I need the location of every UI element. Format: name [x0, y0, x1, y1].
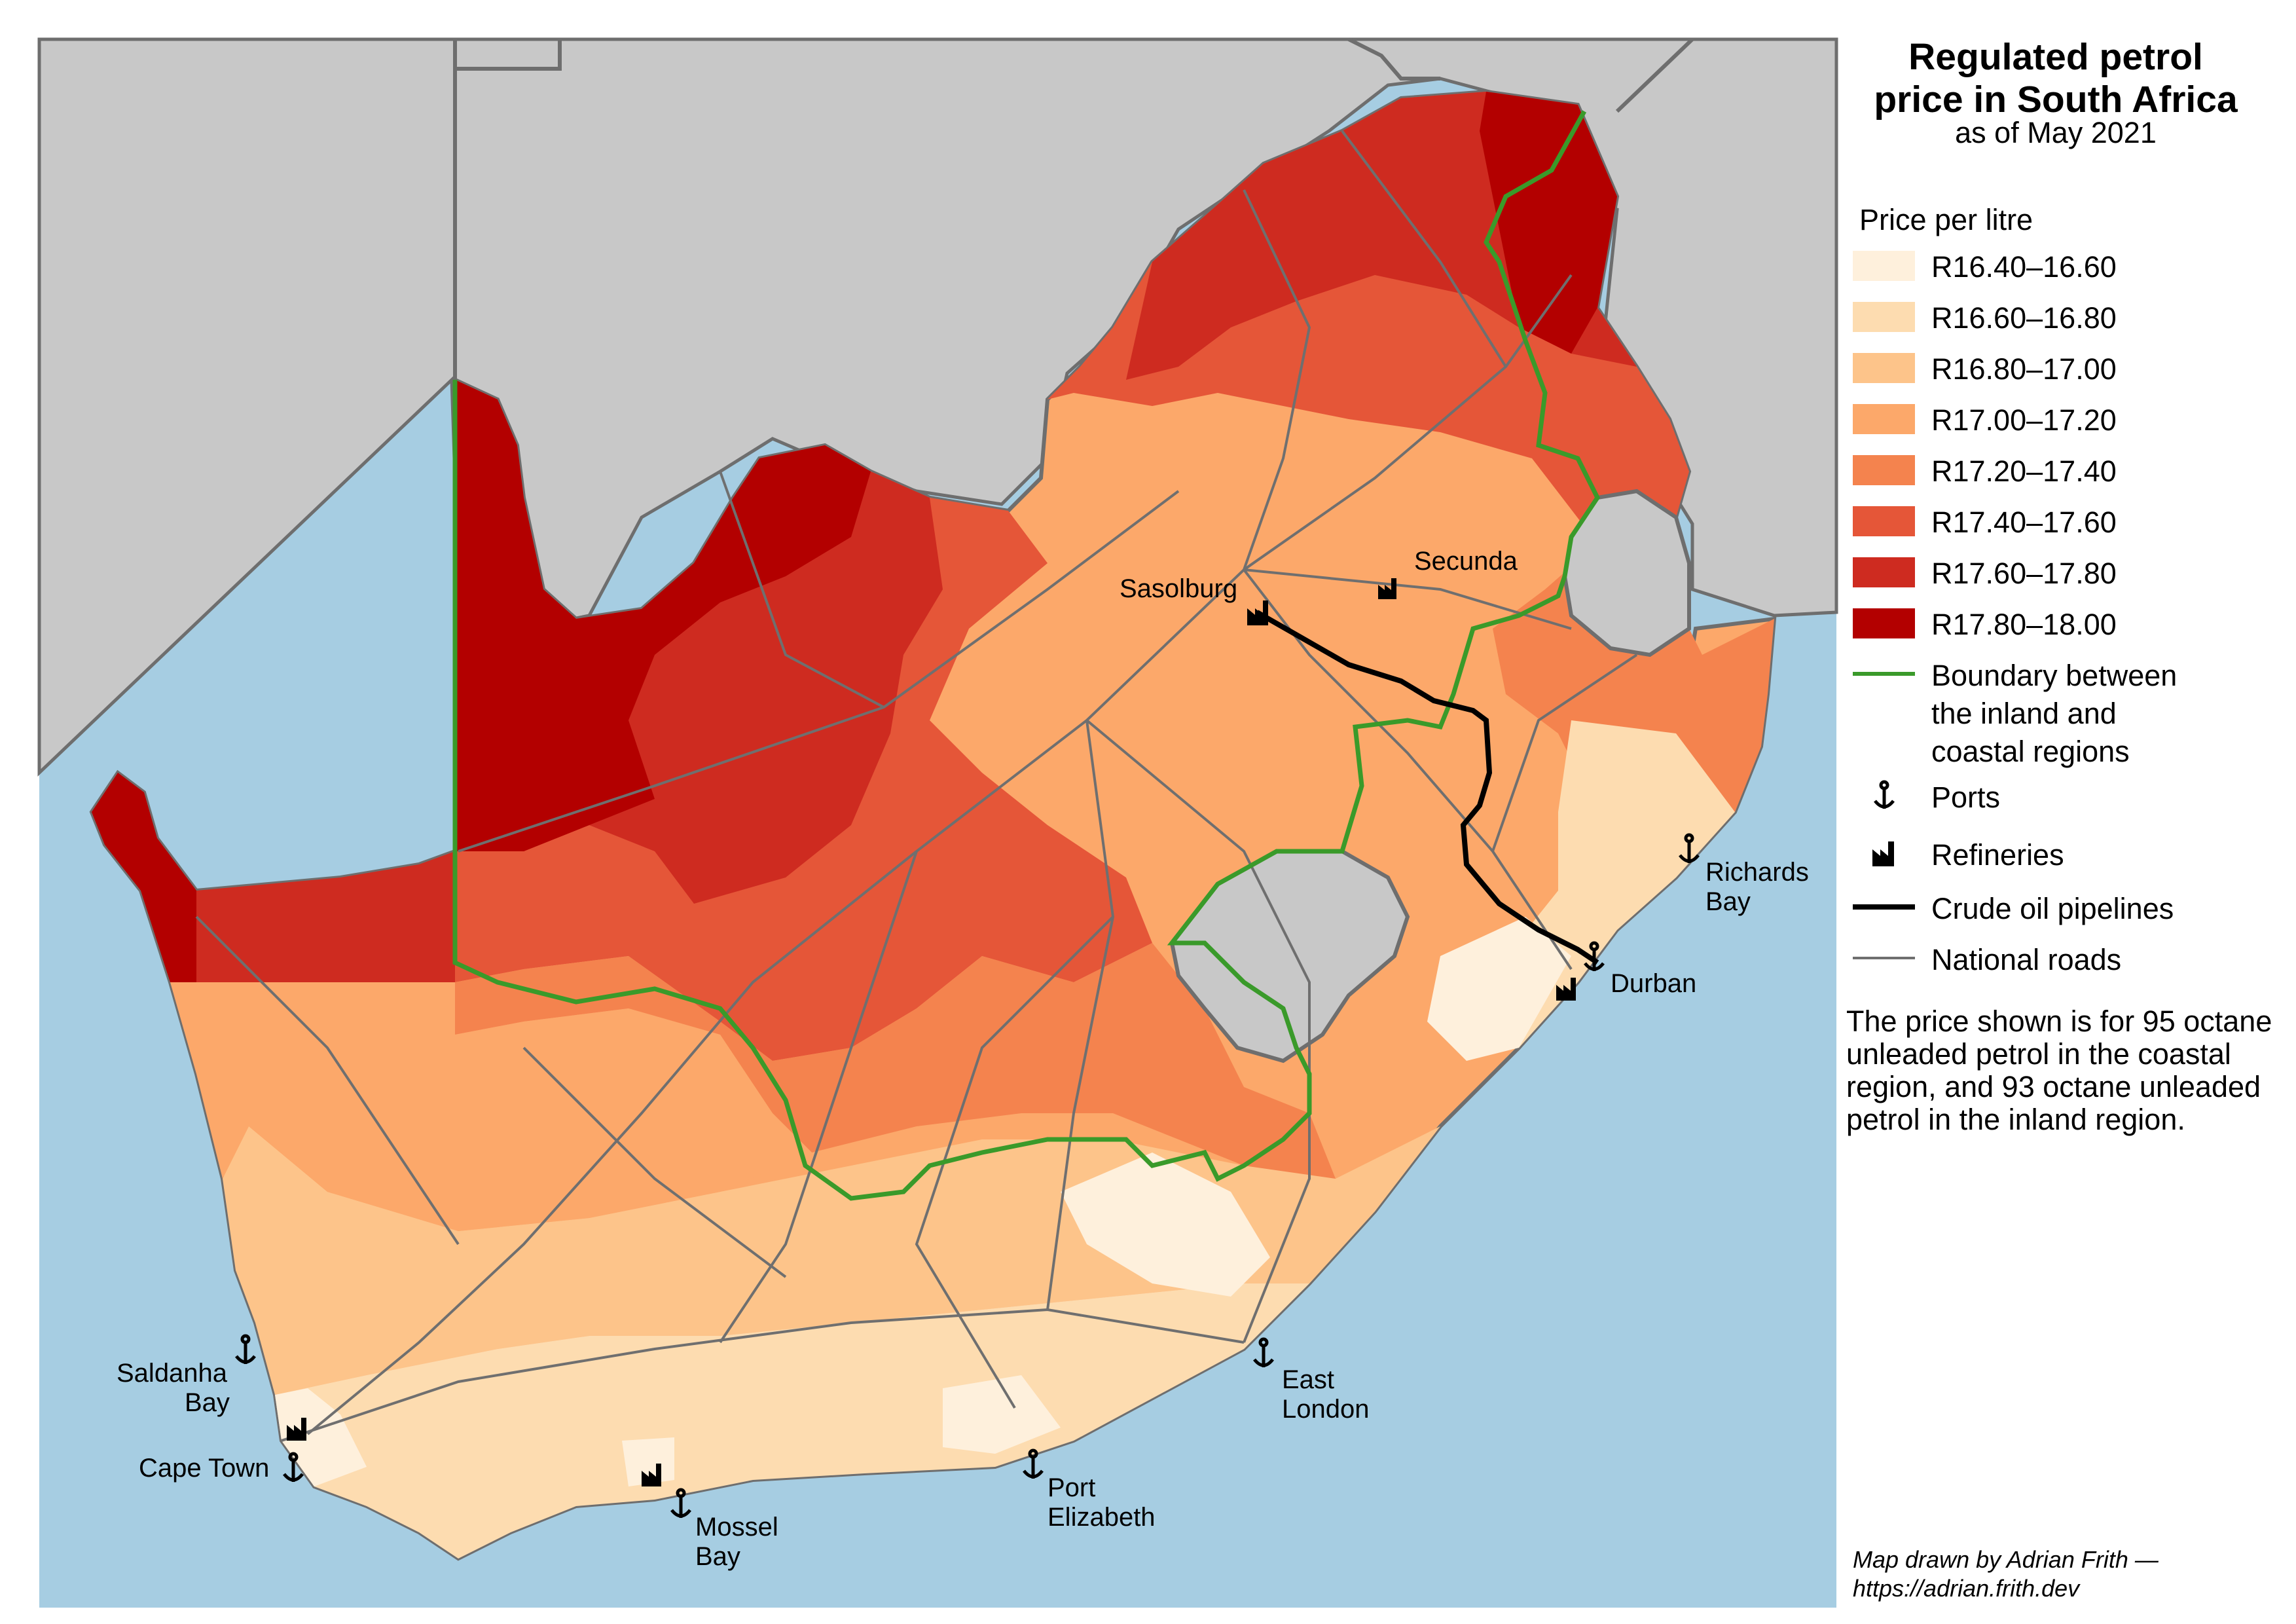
- region-1720-1740: [455, 943, 1336, 1218]
- legend-label: Boundary between the inland and coastal …: [1931, 657, 2177, 771]
- legend-label: R17.80–18.00: [1931, 608, 2117, 641]
- label-richards-bay-2: Bay: [1705, 887, 1751, 916]
- credit: Map drawn by Adrian Frith — https://adri…: [1853, 1545, 2159, 1603]
- legend-label: Refineries: [1931, 838, 2064, 872]
- legend-label: R17.40–17.60: [1931, 506, 2117, 539]
- inland-coastal-boundary: [452, 110, 1601, 1201]
- legend-swatch: [1853, 506, 1915, 536]
- label-port-elizabeth-2: Elizabeth: [1048, 1503, 1156, 1532]
- label-saldanha-bay-2: Bay: [185, 1388, 230, 1417]
- map-title: Regulated petrol price in South Africa: [1827, 36, 2285, 121]
- legend-label: Ports: [1931, 781, 2001, 814]
- crude-oil-pipeline: [1256, 610, 1599, 965]
- region-1700-1720-west: [170, 982, 812, 1231]
- label-saldanha-bay-1: Saldanha: [117, 1359, 228, 1388]
- region-1780-1800-west: [455, 380, 871, 851]
- legend-swatch: [1853, 455, 1915, 485]
- pipeline-line-icon: [1853, 904, 1915, 910]
- label-east-london-2: London: [1282, 1395, 1369, 1424]
- legend-panel: Regulated petrol price in South Africa a…: [1827, 36, 2278, 1608]
- label-port-elizabeth-1: Port: [1048, 1473, 1095, 1502]
- label-mossel-bay-2: Bay: [695, 1542, 740, 1571]
- price-regions: [92, 92, 1774, 1559]
- mozambique-border: [1615, 37, 1694, 113]
- eswatini: [1562, 489, 1691, 657]
- boundary-line-1: Boundary between: [1931, 659, 2178, 692]
- boundary-line-icon: [1853, 672, 1915, 676]
- legend-label: Crude oil pipelines: [1931, 892, 2174, 925]
- legend-label: R16.40–16.60: [1931, 250, 2117, 284]
- region-1640-1660-durban: [1427, 917, 1571, 1061]
- region-1660-1680: [275, 1283, 1309, 1559]
- title-line-2: price in South Africa: [1874, 79, 2238, 120]
- legend-swatch: [1853, 608, 1915, 638]
- legend-label: R17.20–17.40: [1931, 454, 2117, 488]
- map-subtitle: as of May 2021: [1955, 116, 2157, 149]
- refinery-icon: [1872, 841, 1894, 866]
- boundary-line-3: coastal regions: [1931, 735, 2130, 768]
- anchor-icon: [1874, 780, 1895, 809]
- anchor-icon: [235, 833, 1700, 1518]
- legend-swatch: [1853, 302, 1915, 332]
- label-durban: Durban: [1611, 969, 1696, 998]
- legend-label: R17.60–17.80: [1931, 557, 2117, 590]
- region-1640-1660-capetown: [275, 1388, 367, 1486]
- legend-label: R16.80–17.00: [1931, 352, 2117, 386]
- legend-label: R16.60–16.80: [1931, 301, 2117, 335]
- legend-label: R17.00–17.20: [1931, 403, 2117, 437]
- credit-line-2: https://adrian.frith.dev: [1853, 1575, 2080, 1602]
- botswana-border-north: [455, 39, 562, 71]
- zimbabwe-border: [1347, 37, 1440, 81]
- label-cape-town: Cape Town: [139, 1454, 269, 1483]
- label-secunda: Secunda: [1414, 547, 1518, 576]
- national-roads: [195, 130, 1638, 1442]
- label-richards-bay-1: Richards: [1705, 858, 1809, 887]
- methodology-note: The price shown is for 95 octane unleade…: [1846, 1005, 2272, 1136]
- legend-label: National roads: [1931, 943, 2122, 976]
- legend-heading: Price per litre: [1859, 203, 2033, 236]
- legend-swatch: [1853, 557, 1915, 587]
- legend-swatch: [1853, 353, 1915, 383]
- region-1640-1660-el: [1061, 1153, 1270, 1297]
- refinery-icon: [287, 578, 1576, 1486]
- legend-swatch: [1853, 251, 1915, 281]
- title-line-1: Regulated petrol: [1908, 36, 2203, 78]
- region-1640-1660-pe: [943, 1375, 1061, 1454]
- credit-line-1: Map drawn by Adrian Frith —: [1853, 1546, 2159, 1573]
- label-mossel-bay-1: Mossel: [695, 1513, 778, 1541]
- road-line-icon: [1853, 957, 1915, 959]
- legend-swatch: [1853, 404, 1915, 434]
- label-east-london-1: East: [1282, 1365, 1334, 1394]
- region-1780-1800-nw-coast: [92, 773, 196, 982]
- label-sasolburg: Sasolburg: [1120, 574, 1237, 603]
- region-1780-1800-ne: [1480, 92, 1617, 354]
- boundary-line-2: the inland and: [1931, 697, 2117, 730]
